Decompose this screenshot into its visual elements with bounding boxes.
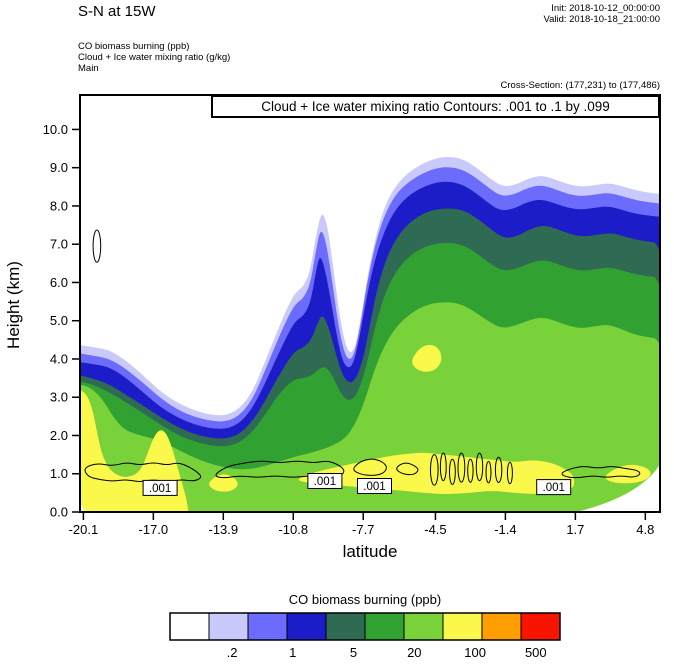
colorbar-tick-label: 100 bbox=[464, 645, 486, 660]
cross-section-label: Cross-Section: (177,231) to (177,486) bbox=[500, 80, 660, 91]
line-field-label: Cloud + Ice water mixing ratio (g/kg) bbox=[78, 52, 231, 63]
colorbar-cell bbox=[247, 612, 288, 641]
x-tick-label: -10.8 bbox=[278, 522, 308, 537]
y-tick-label: 5.0 bbox=[50, 313, 68, 328]
colorbar-tick-label: 5 bbox=[350, 645, 357, 660]
colorbar-tick-label: 1 bbox=[289, 645, 296, 660]
x-tick-label: -20.1 bbox=[69, 522, 99, 537]
cloud-contour-ellipse bbox=[92, 229, 102, 263]
contour-label: .001 bbox=[307, 473, 343, 489]
cloud-contour-ellipse bbox=[449, 458, 456, 485]
plot-title: S-N at 15W bbox=[78, 3, 156, 20]
cloud-contour-ellipse bbox=[467, 458, 474, 483]
x-axis-label: latitude bbox=[342, 542, 398, 561]
contour-info-box: Cloud + Ice water mixing ratio Contours:… bbox=[211, 95, 660, 118]
y-tick-label: 7.0 bbox=[50, 237, 68, 252]
contour-label: .001 bbox=[357, 478, 392, 494]
colorbar-cell bbox=[520, 612, 561, 641]
y-tick-label: 4.0 bbox=[50, 351, 68, 366]
y-tick-label: 6.0 bbox=[50, 275, 68, 290]
x-tick-label: -1.4 bbox=[494, 522, 516, 537]
y-tick-label: 2.0 bbox=[50, 428, 68, 443]
colorbar: .2 1 5 20 100 500 bbox=[169, 612, 561, 660]
cloud-contour-ellipse bbox=[430, 454, 439, 486]
svg-text:.001: .001 bbox=[149, 483, 171, 495]
colorbar-cell bbox=[325, 612, 366, 641]
band-lightgreen bbox=[80, 302, 660, 512]
svg-text:.001: .001 bbox=[314, 476, 336, 488]
y-tick-label: 8.0 bbox=[50, 198, 68, 213]
y-tick-label: 10.0 bbox=[43, 122, 68, 137]
colorbar-cell bbox=[403, 612, 444, 641]
x-tick-label: -17.0 bbox=[139, 522, 169, 537]
y-tick-label: 9.0 bbox=[50, 160, 68, 175]
y-axis-label: Height (km) bbox=[4, 261, 23, 349]
band-yellow-small-left bbox=[209, 474, 238, 492]
x-axis-ticks: -20.1 -17.0 -13.9 -10.8 -7.7 -4.5 -1.4 1.7 4.8 bbox=[69, 512, 654, 537]
cloud-contour-ellipse bbox=[485, 461, 492, 484]
colorbar-tick-label: 20 bbox=[407, 645, 421, 660]
colorbar-cell bbox=[208, 612, 249, 641]
cloud-contour-lines: .001 .001 .001 .001 bbox=[84, 229, 641, 496]
band-yellow-core-mid bbox=[412, 344, 442, 372]
contour-label: .001 bbox=[536, 479, 572, 496]
colorbar-cell bbox=[481, 612, 522, 641]
contour-label: .001 bbox=[142, 479, 178, 496]
cloud-contour-ellipse bbox=[457, 452, 466, 483]
init-time: Init: 2018-10-12_00:00:00 bbox=[551, 3, 660, 14]
colorbar-tick-label: .2 bbox=[227, 645, 238, 660]
band-yellow-right bbox=[605, 464, 651, 484]
valid-time: Valid: 2018-10-18_21:00:00 bbox=[543, 14, 660, 25]
x-tick-label: 4.8 bbox=[636, 522, 654, 537]
x-tick-label: -4.5 bbox=[424, 522, 446, 537]
colorbar-frame bbox=[169, 612, 561, 641]
cloud-contour-ellipse bbox=[475, 452, 484, 482]
cloud-contour-ellipse bbox=[439, 452, 447, 482]
cloud-contour-loop bbox=[215, 460, 345, 479]
cloud-contour-ellipse bbox=[506, 461, 513, 485]
cloud-contour-ellipse bbox=[494, 456, 503, 483]
colorbar-cell bbox=[442, 612, 483, 641]
cloud-contour-loop bbox=[396, 462, 419, 476]
svg-text:.001: .001 bbox=[363, 481, 385, 493]
y-tick-label: 3.0 bbox=[50, 390, 68, 405]
x-tick-label: 1.7 bbox=[566, 522, 584, 537]
y-axis-ticks: 0.0 1.0 2.0 3.0 4.0 5.0 6.0 7.0 8.0 9.0 10.0 bbox=[43, 122, 80, 520]
colorbar-cell bbox=[286, 612, 327, 641]
x-tick-label: -13.9 bbox=[208, 522, 238, 537]
y-tick-label: 0.0 bbox=[50, 505, 68, 520]
fill-field-label: CO biomass burning (ppb) bbox=[78, 41, 190, 52]
cloud-contour-loop bbox=[561, 466, 641, 479]
colorbar-tick-label: 500 bbox=[525, 645, 547, 660]
y-tick-label: 1.0 bbox=[50, 466, 68, 481]
colorbar-cell bbox=[169, 612, 210, 641]
colorbar-title: CO biomass burning (ppb) bbox=[288, 592, 442, 607]
svg-text:.001: .001 bbox=[543, 482, 565, 494]
domain-label: Main bbox=[78, 63, 99, 74]
contour-field bbox=[80, 156, 660, 512]
colorbar-cell bbox=[364, 612, 405, 641]
cloud-contour-loop bbox=[353, 458, 387, 476]
x-tick-label: -7.7 bbox=[352, 522, 374, 537]
cloud-contour-loop bbox=[84, 462, 202, 482]
